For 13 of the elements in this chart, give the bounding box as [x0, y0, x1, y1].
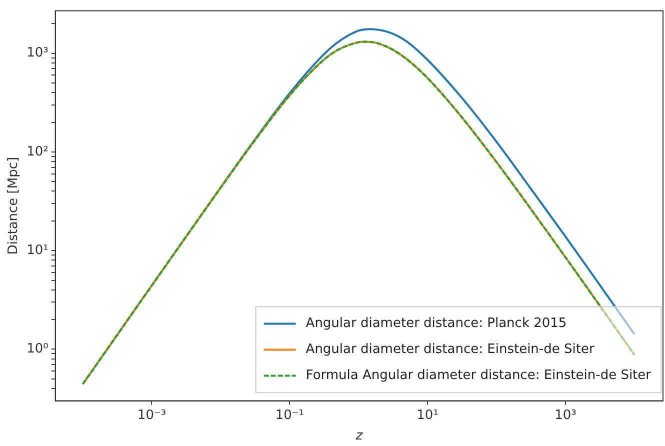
y-tick-label: 10²	[26, 144, 48, 160]
y-tick-label: 10³	[26, 46, 48, 61]
y-axis-title: Distance [Mpc]	[6, 156, 22, 255]
y-tick-label: 10⁰	[26, 342, 48, 357]
x-axis-title: z	[354, 428, 364, 444]
y-tick-label: 10¹	[26, 242, 48, 258]
legend-label: Formula Angular diameter distance: Einstein-de Siter	[306, 368, 652, 384]
x-tick-label: 10⁻¹	[275, 408, 304, 423]
legend-label: Angular diameter distance: Planck 2015	[306, 316, 567, 332]
legend-label: Angular diameter distance: Einstein-de Siter	[306, 342, 595, 358]
x-tick-label: 10¹	[416, 408, 438, 423]
x-tick-label: 10³	[554, 408, 576, 423]
x-tick-label: 10⁻³	[137, 408, 166, 423]
